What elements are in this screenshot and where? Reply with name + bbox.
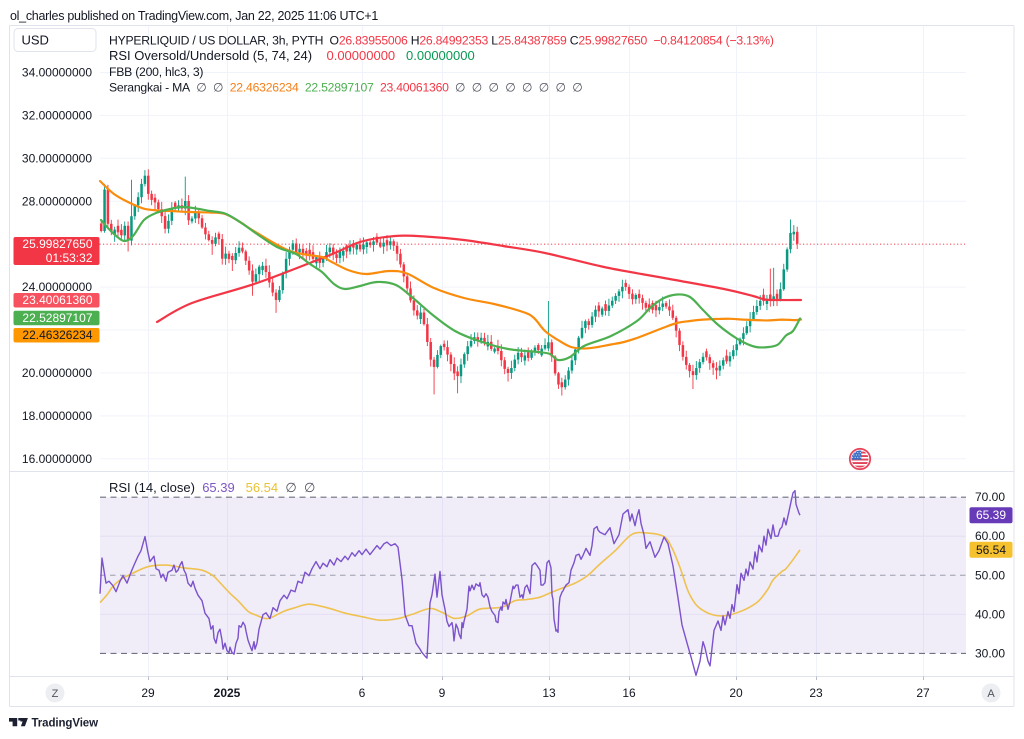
svg-text:60.00: 60.00 [975, 529, 1005, 543]
svg-text:Serangkai - MA ∅ ∅ 22.46326: Serangkai - MA ∅ ∅ 22.46326234 22.528971… [109, 81, 583, 95]
svg-text:ol_charles published on Tradin: ol_charles published on TradingView.com,… [10, 9, 378, 23]
svg-text:30.00000000: 30.00000000 [22, 151, 92, 165]
svg-text:RSI Oversold/Undersold (5, 74,: RSI Oversold/Undersold (5, 74, 24) 0.000… [109, 48, 475, 63]
svg-text:56.54: 56.54 [976, 543, 1006, 557]
svg-text:2025: 2025 [214, 686, 241, 700]
svg-text:HYPERLIQUID / US DOLLAR, 3h, P: HYPERLIQUID / US DOLLAR, 3h, PYTH O26.83… [109, 34, 774, 48]
svg-text:20.00000000: 20.00000000 [22, 366, 92, 380]
svg-text:01:53:32: 01:53:32 [46, 251, 93, 265]
svg-text:18.00000000: 18.00000000 [22, 409, 92, 423]
svg-text:Z: Z [52, 688, 59, 700]
svg-text:34.00000000: 34.00000000 [22, 66, 92, 80]
svg-text:9: 9 [439, 686, 446, 700]
svg-text:USD: USD [22, 33, 49, 48]
svg-text:30.00: 30.00 [975, 646, 1005, 660]
svg-text:13: 13 [542, 686, 556, 700]
svg-text:25.99827650: 25.99827650 [22, 237, 92, 251]
svg-text:A: A [987, 688, 995, 700]
svg-text:FBB (200, hlc3, 3): FBB (200, hlc3, 3) [109, 65, 203, 79]
svg-text:65.39: 65.39 [976, 508, 1006, 522]
svg-text:RSI (14, close) 65.39 56.54: RSI (14, close) 65.39 56.54 ∅ ∅ [109, 480, 315, 495]
svg-text:27: 27 [916, 686, 930, 700]
svg-text:22.52897107: 22.52897107 [22, 311, 92, 325]
svg-text:22.46326234: 22.46326234 [22, 328, 92, 342]
svg-text:32.00000000: 32.00000000 [22, 108, 92, 122]
svg-text:40.00: 40.00 [975, 607, 1005, 621]
svg-text:29: 29 [141, 686, 155, 700]
svg-text:16.00000000: 16.00000000 [22, 452, 92, 466]
svg-text:23.40061360: 23.40061360 [22, 293, 92, 307]
svg-text:50.00: 50.00 [975, 568, 1005, 582]
svg-text:24.00000000: 24.00000000 [22, 280, 92, 294]
svg-text:20: 20 [729, 686, 743, 700]
svg-text:70.00: 70.00 [975, 490, 1005, 504]
svg-text:16: 16 [622, 686, 636, 700]
svg-text:28.00000000: 28.00000000 [22, 194, 92, 208]
svg-text:23: 23 [809, 686, 823, 700]
svg-text:TradingView: TradingView [32, 717, 99, 729]
svg-text:6: 6 [359, 686, 366, 700]
